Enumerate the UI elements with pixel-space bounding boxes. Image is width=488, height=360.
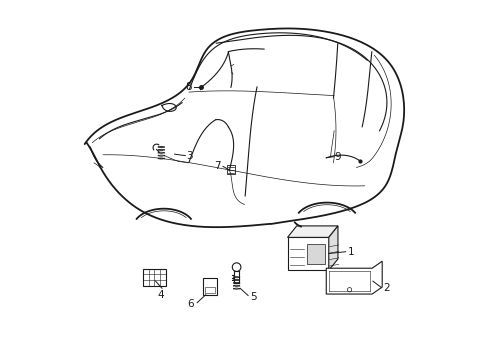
Polygon shape	[328, 226, 337, 270]
Text: 1: 1	[347, 247, 354, 257]
Text: 9: 9	[334, 152, 341, 162]
Text: 2: 2	[383, 283, 389, 293]
FancyBboxPatch shape	[205, 287, 214, 293]
FancyBboxPatch shape	[143, 269, 165, 286]
Text: 5: 5	[249, 292, 256, 302]
Polygon shape	[287, 226, 337, 237]
Text: 6: 6	[187, 299, 194, 309]
Polygon shape	[325, 261, 382, 294]
Text: 3: 3	[186, 150, 193, 161]
FancyBboxPatch shape	[203, 278, 217, 296]
Polygon shape	[287, 237, 328, 270]
Text: 7: 7	[214, 161, 221, 171]
FancyBboxPatch shape	[227, 165, 235, 174]
FancyBboxPatch shape	[306, 244, 325, 264]
Text: 4: 4	[157, 291, 163, 301]
Text: 8: 8	[184, 82, 191, 93]
